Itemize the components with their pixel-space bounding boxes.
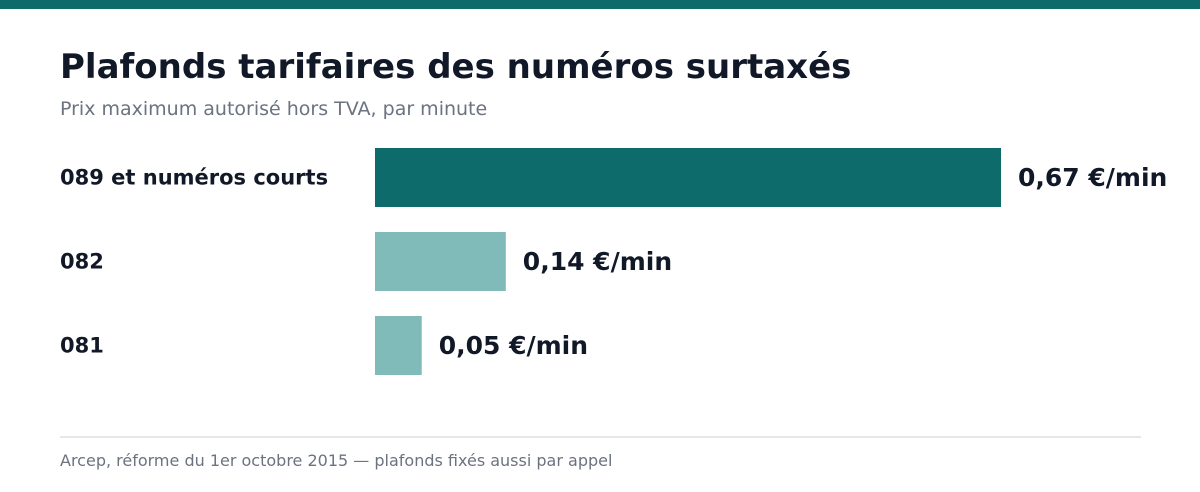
category-label: 089 et numéros courts xyxy=(60,166,328,190)
chart-title: Plafonds tarifaires des numéros surtaxés xyxy=(60,47,852,87)
value-label: 0,14 €/min xyxy=(523,247,672,276)
category-label: 082 xyxy=(60,250,104,274)
bar xyxy=(375,232,506,291)
bar xyxy=(375,316,422,375)
value-label: 0,67 €/min xyxy=(1018,163,1167,192)
value-label: 0,05 €/min xyxy=(439,331,588,360)
category-label: 081 xyxy=(60,334,104,358)
chart-subtitle: Prix maximum autorisé hors TVA, par minu… xyxy=(60,98,488,120)
top-accent-bar xyxy=(0,0,1200,9)
footer-divider xyxy=(60,436,1141,438)
source-note: Arcep, réforme du 1er octobre 2015 — pla… xyxy=(60,451,613,470)
bar xyxy=(375,148,1001,207)
